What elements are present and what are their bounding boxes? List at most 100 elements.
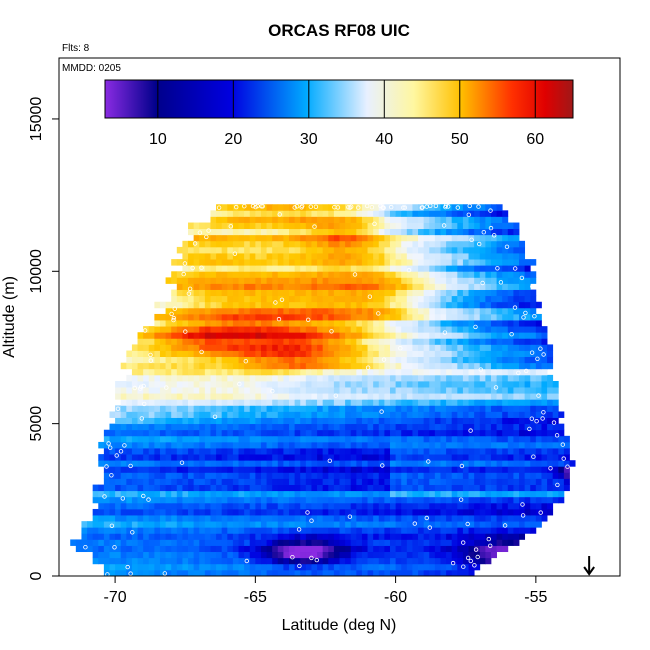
heatmap-cell [502,515,509,522]
heatmap-cell [519,441,526,449]
heatmap-cell [535,332,542,339]
heatmap-cell [490,228,497,236]
heatmap-cell [389,301,396,309]
heatmap-cell [502,295,509,303]
heatmap-cell [401,265,408,272]
heatmap-cell [350,527,357,534]
heatmap-cell [305,295,312,303]
heatmap-cell [216,277,223,284]
heatmap-cell [210,411,217,418]
heatmap-cell [373,362,380,370]
heatmap-cell [440,521,447,528]
heatmap-cell [159,399,166,406]
heatmap-cell [300,356,307,364]
heatmap-cell [434,362,441,370]
heatmap-cell [378,259,385,266]
heatmap-cell [165,307,172,315]
heatmap-cell [367,289,374,297]
heatmap-cell [395,399,402,406]
heatmap-cell [468,466,475,473]
heatmap-cell [524,448,531,455]
heatmap-cell [547,466,554,473]
heatmap-cell [345,502,352,510]
data-point [107,445,113,450]
heatmap-cell [238,234,245,242]
heatmap-cell [283,240,290,248]
heatmap-cell [204,533,211,540]
heatmap-cell [513,356,520,364]
heatmap-cell [126,399,133,406]
heatmap-cell [462,545,469,553]
heatmap-cell [350,460,357,467]
heatmap-cell [87,539,94,546]
heatmap-cell [272,521,279,528]
data-point [102,494,107,499]
heatmap-cell [429,380,436,388]
heatmap-cell [227,253,234,260]
heatmap-cell [143,411,150,418]
heatmap-cell [418,387,425,394]
heatmap-cell [524,417,531,425]
heatmap-cell [378,216,385,223]
heatmap-cell [311,307,318,315]
heatmap-cell [289,362,296,370]
heatmap-cell [238,539,245,546]
heatmap-cell [193,332,200,339]
heatmap-cell [384,265,391,272]
heatmap-cell [563,454,570,461]
heatmap-cell [530,466,537,473]
heatmap-cell [131,569,138,577]
heatmap-cell [148,478,155,485]
heatmap-cell [232,368,239,376]
heatmap-cell [210,228,217,236]
heatmap-cell [171,551,178,559]
heatmap-cell [289,423,296,431]
heatmap-cell [216,338,223,345]
heatmap-cell [412,253,419,260]
heatmap-cell [345,551,352,559]
heatmap-cell [266,210,273,217]
heatmap-cell [188,356,195,364]
heatmap-cell [519,472,526,479]
heatmap-cell [328,435,335,443]
heatmap-cell [305,533,312,540]
heatmap-cell [249,320,256,327]
heatmap-cell [361,411,368,418]
heatmap-cell [171,429,178,437]
heatmap-cell [182,484,189,492]
data-point [148,358,153,363]
heatmap-cell [193,466,200,473]
heatmap-cell [311,508,318,516]
heatmap-cell [389,515,396,522]
data-point [535,356,540,361]
heatmap-cell [502,417,509,425]
heatmap-cell [361,253,368,260]
heatmap-cell [227,521,234,528]
heatmap-cell [457,393,464,400]
heatmap-cell [479,508,486,516]
heatmap-cell [440,259,447,266]
heatmap-cell [406,527,413,534]
heatmap-cell [384,569,391,577]
heatmap-cell [204,429,211,437]
heatmap-cell [339,307,346,315]
heatmap-cell [474,326,481,333]
heatmap-cell [519,295,526,303]
heatmap-cell [513,411,520,418]
heatmap-cell [143,478,150,485]
heatmap-cell [384,362,391,370]
heatmap-cell [272,320,279,327]
heatmap-cell [120,551,127,559]
heatmap-cell [462,234,469,242]
heatmap-cell [283,332,290,339]
heatmap-cell [199,320,206,327]
heatmap-cell [361,265,368,272]
heatmap-cell [255,399,262,406]
heatmap-cell [221,216,228,223]
heatmap-cell [345,387,352,394]
heatmap-cell [490,515,497,522]
heatmap-cell [300,277,307,284]
heatmap-cell [238,435,245,443]
heatmap-cell [216,423,223,431]
heatmap-cell [446,374,453,382]
